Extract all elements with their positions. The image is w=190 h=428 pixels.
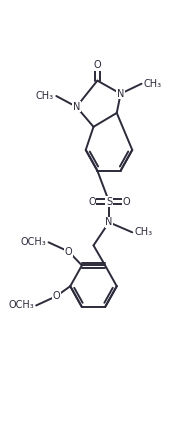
Text: N: N <box>105 217 113 227</box>
Text: O: O <box>52 291 60 301</box>
Text: CH₃: CH₃ <box>36 91 54 101</box>
Text: O: O <box>122 196 130 207</box>
Text: O: O <box>65 247 73 256</box>
Text: CH₃: CH₃ <box>144 79 162 89</box>
Text: N: N <box>73 102 80 112</box>
Text: S: S <box>106 196 112 207</box>
Text: O: O <box>88 196 96 207</box>
Text: N: N <box>117 89 124 99</box>
Text: OCH₃: OCH₃ <box>8 300 34 310</box>
Text: O: O <box>93 60 101 70</box>
Text: OCH₃: OCH₃ <box>21 237 46 247</box>
Text: CH₃: CH₃ <box>135 227 153 237</box>
